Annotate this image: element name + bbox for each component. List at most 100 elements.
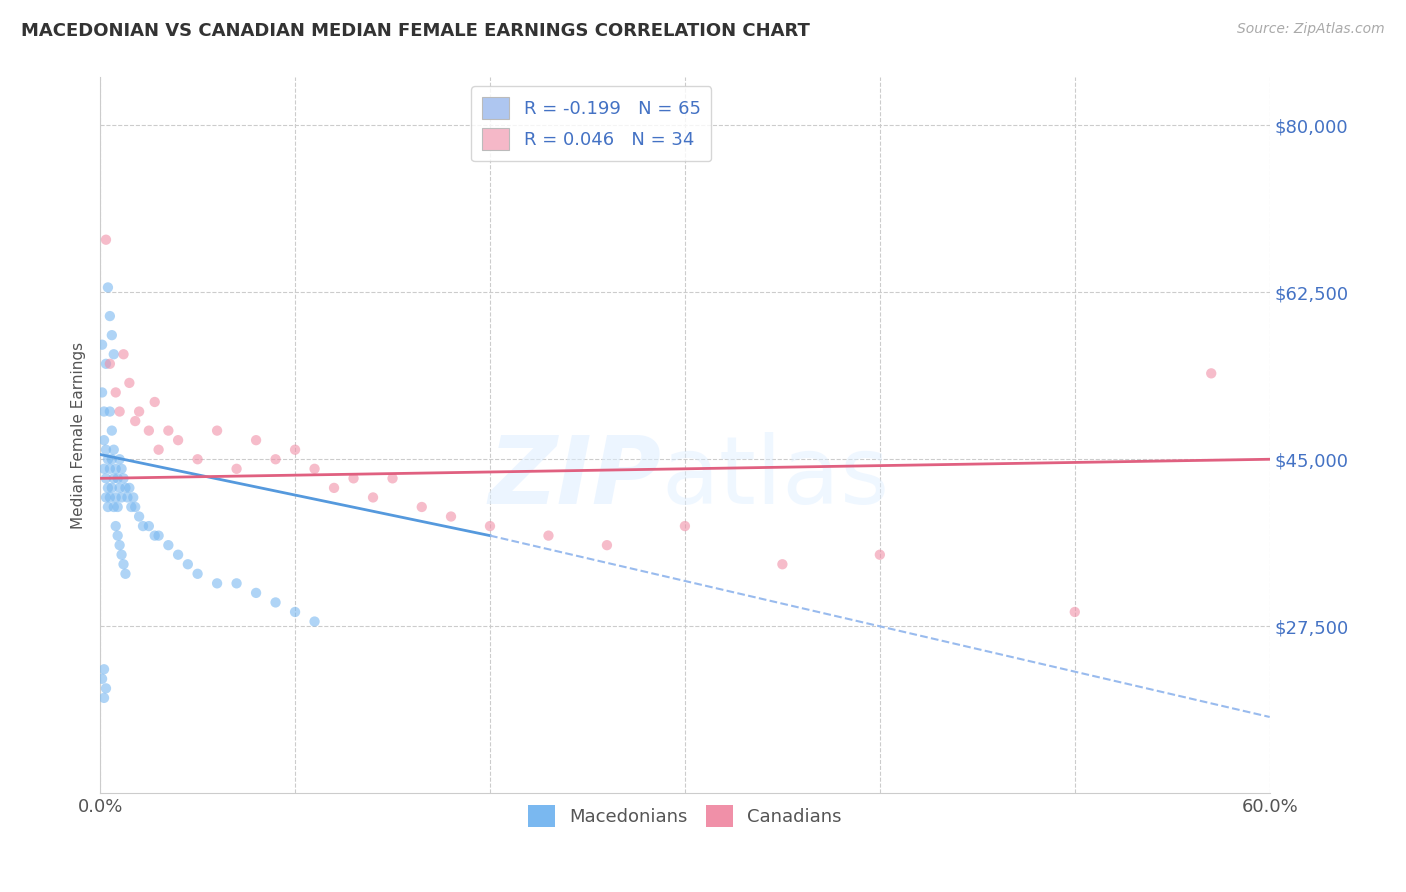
Point xyxy=(97,500,120,514)
Point xyxy=(124,500,146,514)
Point xyxy=(98,309,121,323)
Point xyxy=(148,528,170,542)
Point xyxy=(138,424,160,438)
Point xyxy=(101,424,124,438)
Point xyxy=(128,404,150,418)
Text: atlas: atlas xyxy=(662,433,890,524)
Point xyxy=(98,462,121,476)
Point xyxy=(187,452,209,467)
Point xyxy=(187,566,209,581)
Point xyxy=(225,576,247,591)
Point xyxy=(94,357,117,371)
Point xyxy=(101,452,124,467)
Point xyxy=(138,519,160,533)
Point xyxy=(94,681,117,696)
Point xyxy=(245,433,267,447)
Point xyxy=(118,376,141,390)
Point xyxy=(108,538,131,552)
Point xyxy=(411,500,433,514)
Point xyxy=(304,615,326,629)
Point xyxy=(110,491,132,505)
Point xyxy=(104,385,127,400)
Point xyxy=(101,328,124,343)
Point xyxy=(103,500,125,514)
Point xyxy=(112,558,135,572)
Point xyxy=(103,347,125,361)
Point xyxy=(94,233,117,247)
Point xyxy=(94,471,117,485)
Point xyxy=(108,404,131,418)
Point xyxy=(104,462,127,476)
Point xyxy=(770,558,793,572)
Text: Source: ZipAtlas.com: Source: ZipAtlas.com xyxy=(1237,22,1385,37)
Point xyxy=(128,509,150,524)
Point xyxy=(157,538,180,552)
Point xyxy=(342,471,364,485)
Point xyxy=(596,538,619,552)
Point xyxy=(101,481,124,495)
Point xyxy=(284,605,307,619)
Point xyxy=(114,566,136,581)
Point xyxy=(91,337,114,351)
Point xyxy=(167,548,190,562)
Point xyxy=(440,509,463,524)
Point xyxy=(112,347,135,361)
Point xyxy=(120,500,142,514)
Point xyxy=(148,442,170,457)
Point xyxy=(673,519,696,533)
Point xyxy=(167,433,190,447)
Point xyxy=(225,462,247,476)
Point xyxy=(264,452,287,467)
Point xyxy=(114,481,136,495)
Point xyxy=(97,280,120,294)
Point xyxy=(98,491,121,505)
Text: ZIP: ZIP xyxy=(489,433,662,524)
Point xyxy=(323,481,346,495)
Point xyxy=(110,462,132,476)
Point xyxy=(93,462,115,476)
Point xyxy=(98,404,121,418)
Point xyxy=(478,519,501,533)
Point xyxy=(93,690,115,705)
Point xyxy=(94,491,117,505)
Point xyxy=(103,442,125,457)
Point xyxy=(537,528,560,542)
Point xyxy=(103,471,125,485)
Point xyxy=(205,576,228,591)
Point xyxy=(108,452,131,467)
Point xyxy=(118,481,141,495)
Point xyxy=(869,548,891,562)
Point xyxy=(112,471,135,485)
Point xyxy=(124,414,146,428)
Point xyxy=(91,385,114,400)
Point xyxy=(1063,605,1085,619)
Point xyxy=(284,442,307,457)
Point xyxy=(98,357,121,371)
Point xyxy=(93,404,115,418)
Point xyxy=(104,491,127,505)
Point xyxy=(94,442,117,457)
Point xyxy=(108,481,131,495)
Point xyxy=(205,424,228,438)
Point xyxy=(122,491,145,505)
Legend: Macedonians, Canadians: Macedonians, Canadians xyxy=(520,798,849,834)
Point xyxy=(107,471,129,485)
Point xyxy=(117,491,139,505)
Point xyxy=(104,519,127,533)
Y-axis label: Median Female Earnings: Median Female Earnings xyxy=(72,342,86,529)
Point xyxy=(93,433,115,447)
Point xyxy=(304,462,326,476)
Point xyxy=(177,558,200,572)
Point xyxy=(93,662,115,676)
Point xyxy=(110,548,132,562)
Point xyxy=(107,500,129,514)
Point xyxy=(107,528,129,542)
Point xyxy=(143,528,166,542)
Text: MACEDONIAN VS CANADIAN MEDIAN FEMALE EARNINGS CORRELATION CHART: MACEDONIAN VS CANADIAN MEDIAN FEMALE EAR… xyxy=(21,22,810,40)
Point xyxy=(91,672,114,686)
Point xyxy=(245,586,267,600)
Point xyxy=(97,452,120,467)
Point xyxy=(361,491,384,505)
Point xyxy=(1199,367,1222,381)
Point xyxy=(157,424,180,438)
